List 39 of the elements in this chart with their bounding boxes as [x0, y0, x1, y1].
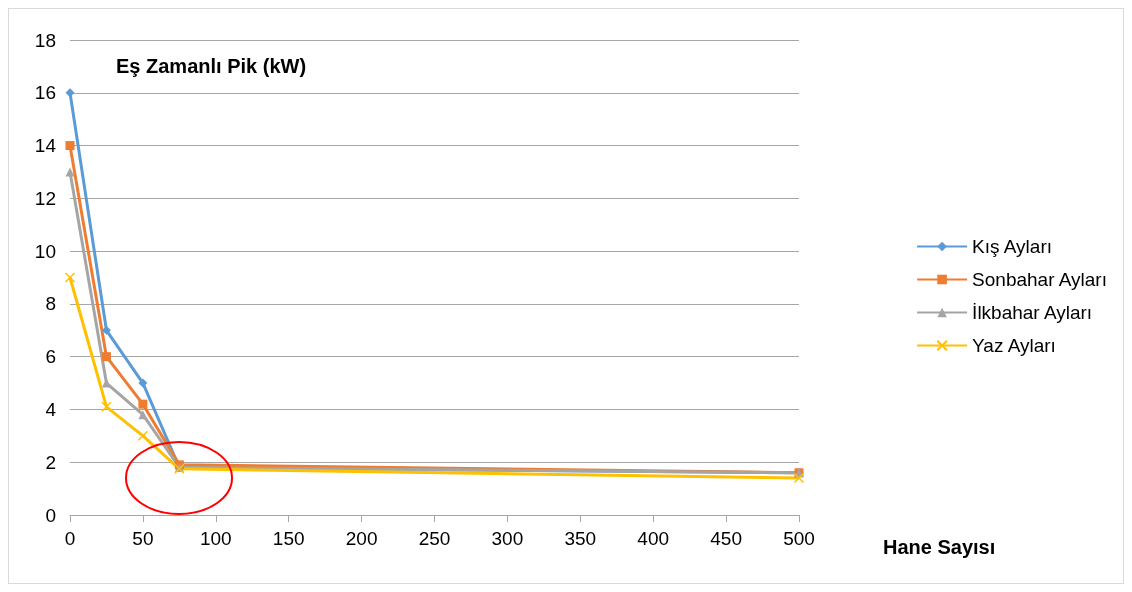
point: [65, 167, 75, 177]
point: [101, 325, 111, 335]
y-tick-label: 0: [45, 504, 56, 526]
legend-label: İlkbahar Ayları: [972, 302, 1093, 323]
y-axis-title: Eş Zamanlı Pik (kW): [116, 55, 307, 77]
legend-label: Sonbahar Ayları: [972, 269, 1107, 290]
point: [793, 472, 805, 484]
x-tick-label: 150: [272, 528, 305, 549]
y-tick-label: 14: [34, 135, 57, 157]
x-tick-label: 200: [345, 528, 378, 549]
point: [64, 272, 76, 283]
x-tick-label: 350: [564, 528, 597, 549]
point: [101, 401, 112, 413]
point: [138, 399, 148, 409]
x-tick-label: 250: [418, 528, 451, 549]
y-tick-label: 10: [34, 240, 56, 262]
x-tick-label: 450: [710, 528, 742, 549]
point: [138, 378, 148, 388]
x-tick-label: 0: [64, 528, 76, 549]
y-tick-label: 12: [34, 187, 56, 209]
point: [65, 88, 75, 98]
x-axis-title: Hane Sayısı: [883, 536, 996, 558]
point: [65, 141, 75, 151]
point: [137, 430, 149, 442]
y-tick-label: 2: [45, 451, 56, 473]
x-tick-label: 100: [199, 528, 232, 549]
x-tick-label: 500: [783, 528, 815, 549]
y-tick-label: 8: [45, 293, 56, 315]
legend-label: Yaz Ayları: [972, 335, 1056, 356]
y-tick-label: 18: [34, 29, 56, 51]
y-tick-label: 6: [45, 346, 56, 368]
point: [101, 352, 111, 362]
x-tick-label: 300: [491, 528, 524, 549]
x-tick-label: 50: [132, 528, 154, 549]
y-tick-label: 16: [34, 82, 56, 104]
x-tick-label: 400: [637, 528, 670, 549]
y-tick-label: 4: [45, 398, 57, 420]
point: [138, 410, 148, 420]
legend-label: Kış Ayları: [972, 236, 1052, 257]
